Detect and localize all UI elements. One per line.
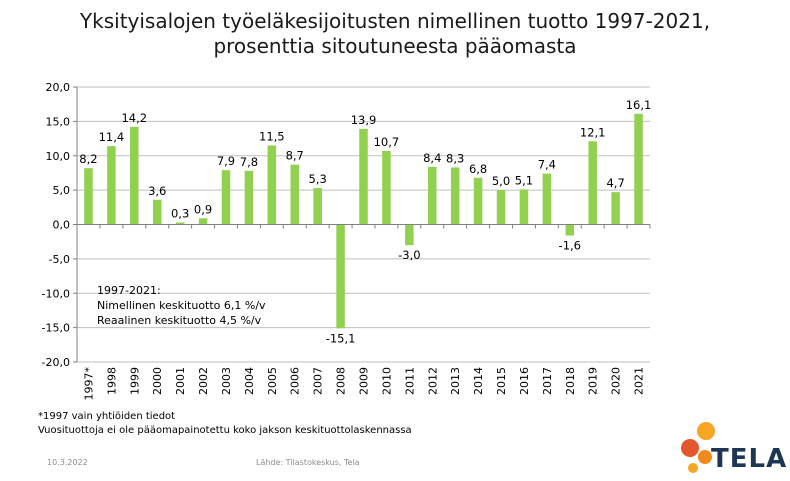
bar xyxy=(473,177,483,225)
data-label: 10,7 xyxy=(374,135,400,149)
data-label: 5,1 xyxy=(515,173,533,187)
footer-date: 10.3.2022 xyxy=(47,458,88,467)
data-label: 13,9 xyxy=(351,113,377,127)
data-label: 7,8 xyxy=(240,155,258,169)
bar xyxy=(267,145,277,225)
category-label: 1998 xyxy=(105,367,118,395)
category-label: 2005 xyxy=(266,367,279,395)
y-tick-label: 20,0 xyxy=(46,81,71,94)
footnote-weighting: Vuosituottoja ei ole pääomapainotettu ko… xyxy=(38,425,412,436)
category-label: 1999 xyxy=(128,367,141,395)
category-label: 2020 xyxy=(610,367,623,395)
footer-source: Lähde: Tilastokeskus, Tela xyxy=(256,458,360,467)
bar xyxy=(565,224,575,236)
data-label: 11,4 xyxy=(99,130,125,144)
y-tick-label: 5,0 xyxy=(53,184,71,197)
bar xyxy=(382,150,391,225)
bar xyxy=(611,192,620,225)
y-tick-label: -5,0 xyxy=(49,253,70,266)
bar xyxy=(450,167,460,225)
data-label: 7,9 xyxy=(217,154,235,168)
category-label: 2004 xyxy=(243,367,256,395)
category-label: 2000 xyxy=(151,367,164,395)
category-label: 2019 xyxy=(587,367,600,395)
title-line-1: Yksityisalojen työeläkesijoitusten nimel… xyxy=(79,9,711,33)
tela-logo: TELA xyxy=(679,420,789,476)
category-label: 2015 xyxy=(495,367,508,395)
bar xyxy=(152,199,162,225)
bar xyxy=(588,141,597,225)
bar xyxy=(290,164,299,225)
data-label: 6,8 xyxy=(469,162,487,176)
data-label: -3,0 xyxy=(398,248,420,262)
title-line-2: prosenttia sitoutuneesta pääomasta xyxy=(213,34,577,58)
data-label: 11,5 xyxy=(259,129,285,143)
data-label: 5,0 xyxy=(492,174,510,188)
tela-logo-icon xyxy=(681,422,715,473)
annotation-line: Nimellinen keskituotto 6,1 %/v xyxy=(97,299,266,312)
y-tick-label: -20,0 xyxy=(42,356,70,369)
data-label: 16,1 xyxy=(626,98,652,112)
category-label: 2021 xyxy=(633,367,646,395)
bar xyxy=(175,222,185,225)
bar xyxy=(313,188,322,225)
y-tick-label: 10,0 xyxy=(46,150,71,163)
bar xyxy=(359,128,368,225)
data-label: -1,6 xyxy=(559,239,581,253)
category-label: 2011 xyxy=(403,367,416,395)
data-label: 7,4 xyxy=(538,158,556,172)
category-label: 2014 xyxy=(472,367,485,395)
bar xyxy=(634,113,643,225)
chart-title: Yksityisalojen työeläkesijoitusten nimel… xyxy=(0,9,790,59)
category-label: 2016 xyxy=(518,367,531,395)
category-label: 2010 xyxy=(380,367,393,395)
y-tick-label: -10,0 xyxy=(42,287,70,300)
data-label: 8,3 xyxy=(446,151,464,165)
bar xyxy=(519,189,529,225)
data-label: 12,1 xyxy=(580,125,606,139)
y-tick-label: 0,0 xyxy=(53,219,71,232)
data-label: 0,9 xyxy=(194,202,212,216)
tela-logo-text: TELA xyxy=(711,444,788,474)
data-label: 8,4 xyxy=(423,151,441,165)
bar xyxy=(542,173,552,225)
data-label: 3,6 xyxy=(148,184,166,198)
data-label: 4,7 xyxy=(606,176,624,190)
data-label: 0,3 xyxy=(171,206,189,220)
category-label: 1997* xyxy=(82,367,95,401)
data-label: 8,7 xyxy=(286,149,304,163)
footnote-1997: *1997 vain yhtiöiden tiedot xyxy=(38,411,176,422)
category-label: 2007 xyxy=(312,367,325,395)
bar xyxy=(244,170,254,225)
category-label: 2006 xyxy=(289,367,302,395)
y-tick-label: 15,0 xyxy=(46,115,71,128)
bar xyxy=(428,166,437,225)
data-label: 14,2 xyxy=(121,111,147,125)
bar xyxy=(130,126,139,225)
category-label: 2008 xyxy=(335,367,348,395)
bar xyxy=(221,170,231,225)
bar xyxy=(107,146,116,225)
category-label: 2002 xyxy=(197,367,210,395)
y-tick-label: -15,0 xyxy=(42,322,70,335)
data-label: -15,1 xyxy=(326,331,356,345)
bar xyxy=(336,224,345,329)
bar xyxy=(84,168,93,225)
category-label: 2009 xyxy=(358,367,371,395)
bar xyxy=(496,190,506,225)
annotation-line: Reaalinen keskituotto 4,5 %/v xyxy=(97,314,262,327)
category-label: 2012 xyxy=(426,367,439,395)
data-label: 8,2 xyxy=(79,152,97,166)
category-label: 2013 xyxy=(449,367,462,395)
category-label: 2001 xyxy=(174,367,187,395)
annotation-line: 1997-2021: xyxy=(97,284,161,297)
bar xyxy=(405,224,414,246)
bar xyxy=(198,218,208,225)
category-label: 2003 xyxy=(220,367,233,395)
category-label: 2018 xyxy=(564,367,577,395)
data-label: 5,3 xyxy=(309,172,327,186)
category-label: 2017 xyxy=(541,367,554,395)
